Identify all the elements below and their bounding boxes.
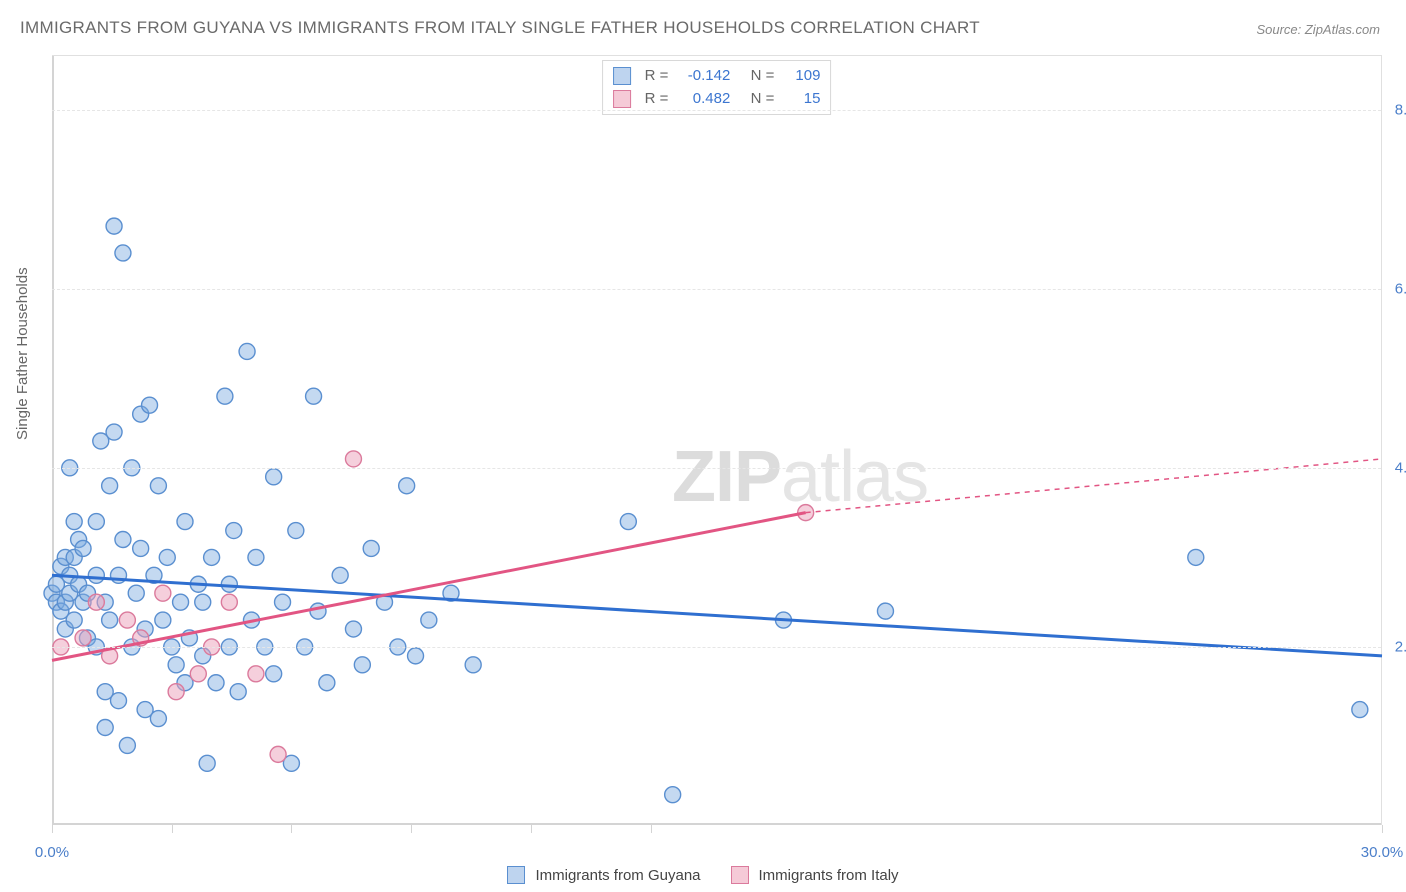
chart-title: IMMIGRANTS FROM GUYANA VS IMMIGRANTS FRO… bbox=[20, 18, 980, 38]
data-point bbox=[168, 684, 184, 700]
data-point bbox=[266, 666, 282, 682]
data-point bbox=[421, 612, 437, 628]
data-point bbox=[119, 612, 135, 628]
data-point bbox=[177, 514, 193, 530]
data-point bbox=[230, 684, 246, 700]
source-label: Source: ZipAtlas.com bbox=[1256, 22, 1380, 37]
x-tick bbox=[52, 825, 53, 833]
data-point bbox=[102, 612, 118, 628]
data-point bbox=[270, 746, 286, 762]
data-point bbox=[155, 612, 171, 628]
data-point bbox=[1352, 702, 1368, 718]
data-point bbox=[354, 657, 370, 673]
data-point bbox=[88, 594, 104, 610]
data-point bbox=[620, 514, 636, 530]
plot-svg bbox=[52, 56, 1381, 825]
legend-label-italy: Immigrants from Italy bbox=[759, 867, 899, 884]
gridline-h bbox=[52, 289, 1381, 290]
gridline-h bbox=[52, 468, 1381, 469]
y-axis-label: Single Father Households bbox=[14, 267, 31, 440]
x-tick bbox=[651, 825, 652, 833]
x-tick-label: 30.0% bbox=[1361, 844, 1404, 861]
swatch-pink-icon bbox=[731, 866, 749, 884]
data-point bbox=[408, 648, 424, 664]
legend-label-guyana: Immigrants from Guyana bbox=[535, 867, 700, 884]
x-tick bbox=[1382, 825, 1383, 833]
chart-area: ZIPatlas R = -0.142 N = 109 R = 0.482 N … bbox=[52, 55, 1382, 825]
data-point bbox=[115, 245, 131, 261]
data-point bbox=[88, 567, 104, 583]
data-point bbox=[168, 657, 184, 673]
y-tick-label: 6.0% bbox=[1387, 280, 1406, 297]
series-legend: Immigrants from Guyana Immigrants from I… bbox=[0, 866, 1406, 884]
data-point bbox=[106, 424, 122, 440]
data-point bbox=[119, 737, 135, 753]
legend-item-italy: Immigrants from Italy bbox=[731, 866, 899, 884]
data-point bbox=[221, 594, 237, 610]
data-point bbox=[150, 711, 166, 727]
data-point bbox=[115, 531, 131, 547]
x-tick bbox=[291, 825, 292, 833]
data-point bbox=[217, 388, 233, 404]
swatch-blue-icon bbox=[507, 866, 525, 884]
data-point bbox=[75, 540, 91, 556]
data-point bbox=[199, 755, 215, 771]
data-point bbox=[142, 397, 158, 413]
data-point bbox=[877, 603, 893, 619]
data-point bbox=[88, 514, 104, 530]
gridline-h bbox=[52, 647, 1381, 648]
data-point bbox=[97, 720, 113, 736]
data-point bbox=[266, 469, 282, 485]
data-point bbox=[111, 693, 127, 709]
x-tick bbox=[172, 825, 173, 833]
data-point bbox=[133, 540, 149, 556]
data-point bbox=[345, 621, 361, 637]
data-point bbox=[226, 523, 242, 539]
data-point bbox=[465, 657, 481, 673]
x-tick bbox=[411, 825, 412, 833]
data-point bbox=[150, 478, 166, 494]
legend-item-guyana: Immigrants from Guyana bbox=[507, 866, 700, 884]
data-point bbox=[173, 594, 189, 610]
y-tick-label: 2.0% bbox=[1387, 638, 1406, 655]
data-point bbox=[102, 478, 118, 494]
data-point bbox=[208, 675, 224, 691]
data-point bbox=[75, 630, 91, 646]
data-point bbox=[306, 388, 322, 404]
data-point bbox=[363, 540, 379, 556]
data-point bbox=[66, 514, 82, 530]
data-point bbox=[332, 567, 348, 583]
data-point bbox=[190, 666, 206, 682]
data-point bbox=[275, 594, 291, 610]
data-point bbox=[399, 478, 415, 494]
data-point bbox=[1188, 549, 1204, 565]
data-point bbox=[665, 787, 681, 803]
data-point bbox=[345, 451, 361, 467]
data-point bbox=[319, 675, 335, 691]
data-point bbox=[288, 523, 304, 539]
data-point bbox=[310, 603, 326, 619]
data-point bbox=[128, 585, 144, 601]
data-point bbox=[248, 549, 264, 565]
x-tick bbox=[531, 825, 532, 833]
data-point bbox=[159, 549, 175, 565]
data-point bbox=[204, 549, 220, 565]
gridline-h bbox=[52, 110, 1381, 111]
y-tick-label: 4.0% bbox=[1387, 459, 1406, 476]
data-point bbox=[155, 585, 171, 601]
data-point bbox=[195, 594, 211, 610]
x-tick-label: 0.0% bbox=[35, 844, 69, 861]
y-tick-label: 8.0% bbox=[1387, 101, 1406, 118]
data-point bbox=[66, 612, 82, 628]
data-point bbox=[239, 343, 255, 359]
data-point bbox=[106, 218, 122, 234]
data-point bbox=[248, 666, 264, 682]
